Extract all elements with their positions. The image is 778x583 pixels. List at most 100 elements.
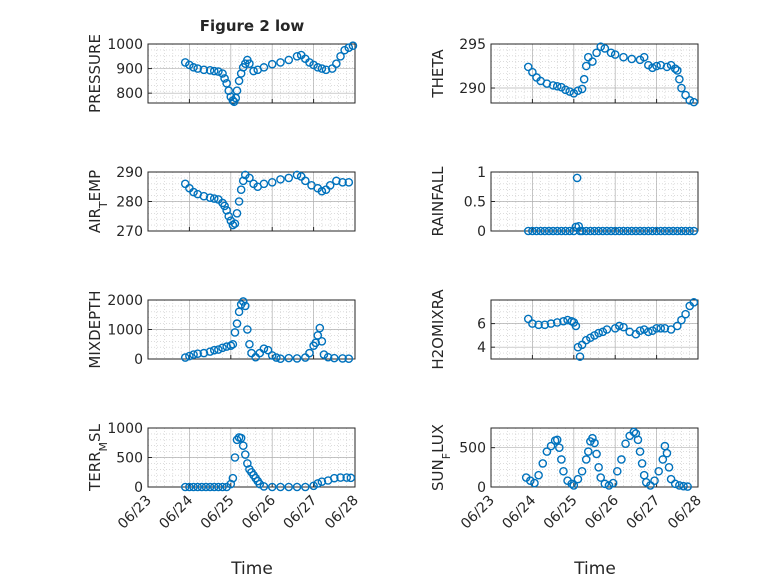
data-point (329, 473, 339, 483)
data-point (214, 482, 223, 492)
data-point (583, 447, 593, 456)
data-point (234, 76, 244, 86)
data-point (619, 226, 628, 236)
x-axis-label-right: Time (573, 559, 616, 579)
data-point (577, 84, 587, 94)
data-point (557, 455, 566, 464)
data-point (552, 435, 562, 445)
data-point (561, 85, 570, 95)
y-tick-label: 500 (459, 441, 486, 457)
data-point (677, 315, 686, 325)
data-point (238, 297, 248, 306)
y-tick-label: 290 (459, 81, 486, 97)
data-point (180, 482, 190, 492)
y-tick-label: 0 (477, 224, 486, 240)
axes-box (490, 299, 699, 360)
data-point (329, 353, 339, 363)
data-point (317, 477, 327, 486)
data-point (581, 226, 591, 236)
data-point (536, 226, 545, 236)
data-point (573, 86, 583, 95)
y-tick-label: 0 (134, 352, 143, 368)
data-point (230, 328, 240, 337)
data-point (284, 353, 294, 363)
data-point (284, 55, 294, 65)
data-point (205, 66, 215, 75)
y-tick-label: 0 (477, 480, 486, 496)
data-point (652, 61, 661, 71)
y-tick-label: 1000 (107, 421, 143, 437)
data-point (596, 42, 606, 51)
data-point (590, 226, 599, 236)
data-point (571, 321, 581, 331)
data-point (579, 74, 589, 84)
data-point (660, 226, 670, 236)
data-point (598, 226, 608, 236)
data-point (292, 354, 302, 363)
y-tick-label: 295 (459, 37, 486, 53)
data-point (180, 353, 190, 362)
data-point (317, 186, 327, 196)
data-point (199, 348, 209, 358)
data-point (313, 63, 323, 72)
data-point (528, 226, 537, 236)
data-point (197, 482, 207, 492)
data-point (344, 43, 354, 52)
data-point (276, 58, 285, 67)
data-point (205, 482, 215, 492)
data-point (552, 318, 562, 327)
data-point (344, 178, 354, 187)
data-point (670, 479, 680, 489)
data-point (594, 463, 603, 472)
data-point (654, 466, 663, 476)
data-point (336, 51, 345, 61)
data-point (284, 173, 294, 183)
data-point (548, 226, 558, 236)
data-point (267, 351, 277, 360)
data-point (218, 482, 227, 492)
data-point (565, 226, 574, 236)
data-point (602, 325, 612, 334)
data-point (592, 48, 601, 58)
data-point (685, 226, 695, 236)
data-point (581, 61, 591, 71)
data-point (588, 57, 597, 66)
data-point (205, 193, 215, 202)
data-point (650, 476, 659, 486)
data-point (619, 52, 628, 62)
data-point (317, 64, 327, 73)
data-point (292, 51, 302, 61)
x-tick-label: 06/25 (198, 493, 238, 533)
data-point (675, 74, 684, 84)
data-point (581, 335, 591, 345)
data-point (608, 478, 618, 488)
data-point (639, 325, 649, 334)
data-point (236, 433, 246, 443)
data-point (234, 197, 244, 206)
y-axis-label: SUNFLUX (429, 424, 453, 491)
data-point (259, 482, 269, 491)
data-point (342, 473, 352, 482)
data-point (635, 447, 645, 456)
data-point (317, 336, 327, 346)
x-tick-label: 06/28 (665, 493, 705, 533)
data-point (559, 316, 568, 326)
data-point (534, 470, 543, 480)
data-point (218, 343, 227, 353)
data-point (673, 321, 682, 331)
y-axis-label: PRESSURE (86, 34, 104, 113)
data-point (631, 226, 641, 236)
data-point (193, 482, 202, 492)
data-point (245, 339, 254, 349)
data-point (594, 328, 603, 338)
data-point (189, 482, 198, 492)
data-point (673, 66, 682, 75)
data-point (552, 81, 562, 91)
data-point (325, 180, 335, 190)
data-point (683, 482, 692, 491)
x-tick-label: 06/26 (239, 492, 279, 532)
data-point (327, 64, 337, 73)
data-point (617, 455, 626, 464)
